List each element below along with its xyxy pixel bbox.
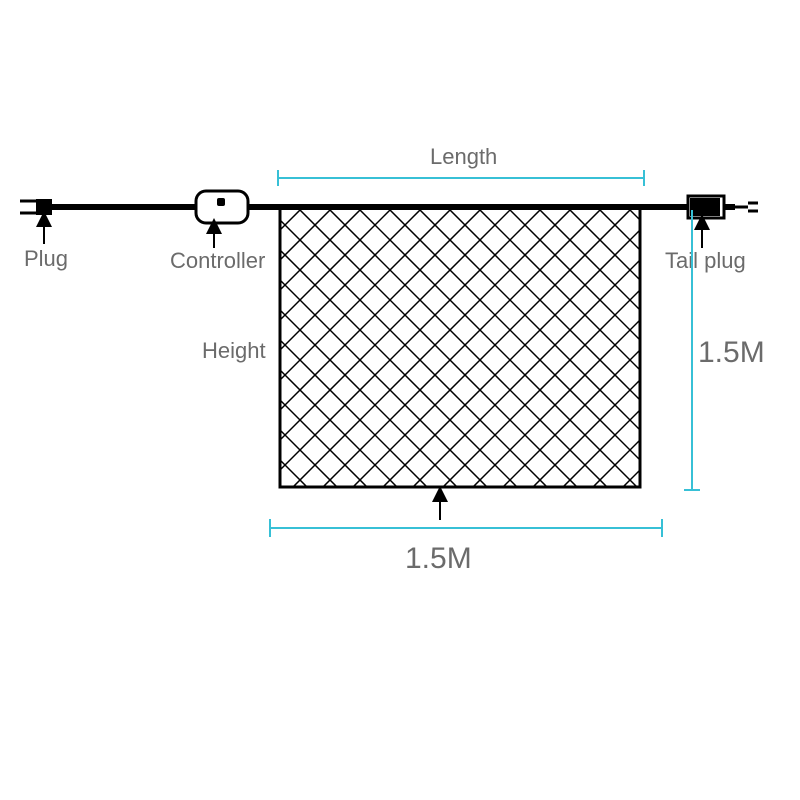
width-value: 1.5M — [405, 542, 472, 575]
controller-label: Controller — [170, 248, 265, 273]
dim-width: 1.5M — [270, 494, 662, 575]
tail-plug-label: Tail plug — [665, 248, 746, 273]
dim-length: Length — [278, 144, 644, 186]
height-value: 1.5M — [698, 336, 765, 369]
length-label: Length — [430, 144, 497, 169]
net-light-diagram: Plug Controller Tail plug Length 1.5M — [0, 0, 800, 800]
plug-label: Plug — [24, 246, 68, 271]
net-mesh — [280, 0, 640, 800]
tail-plug-icon — [688, 196, 758, 218]
plug-icon — [20, 199, 52, 215]
controller-icon — [196, 191, 248, 223]
height-label: Height — [202, 338, 266, 363]
